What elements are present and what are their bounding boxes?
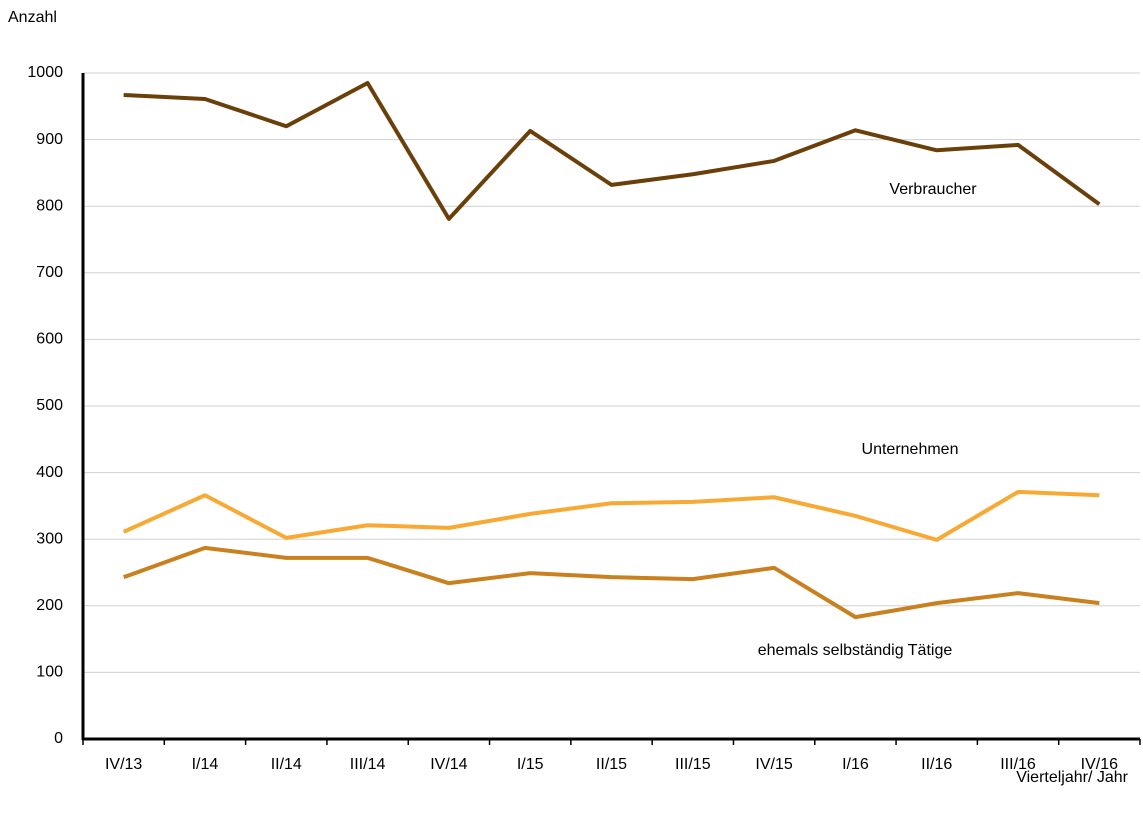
y-tick-label: 400 [36, 464, 63, 481]
series-line [122, 489, 1100, 542]
y-tick-label: 800 [36, 197, 63, 214]
x-tick-label: II/14 [271, 756, 302, 773]
x-tick-label: III/14 [350, 756, 386, 773]
x-tick-label: I/16 [842, 756, 869, 773]
series-label: Verbraucher [889, 181, 977, 198]
series-line [123, 80, 1101, 221]
x-tick-label: II/16 [921, 756, 952, 773]
y-tick-label: 200 [36, 597, 63, 614]
y-tick-label: 600 [36, 331, 63, 348]
y-axis-label: Anzahl [8, 9, 57, 26]
y-tick-label: 500 [36, 397, 63, 414]
y-tick-label: 0 [54, 730, 63, 747]
x-tick-label: IV/15 [755, 756, 792, 773]
y-tick-label: 300 [36, 530, 63, 547]
series-line [122, 545, 1100, 620]
x-tick-label: IV/14 [430, 756, 467, 773]
x-tick-label: IV/13 [105, 756, 142, 773]
series-label: Unternehmen [862, 441, 959, 458]
y-tick-label: 900 [36, 131, 63, 148]
y-tick-label: 1000 [27, 64, 63, 81]
x-tick-label: I/14 [192, 756, 219, 773]
y-tick-label: 100 [36, 664, 63, 681]
x-tick-label: I/15 [517, 756, 544, 773]
x-axis-label: Vierteljahr/ Jahr [1016, 769, 1128, 786]
y-tick-label: 700 [36, 264, 63, 281]
series-label: ehemals selbständig Tätige [758, 642, 953, 659]
x-tick-label: IV/16 [1081, 756, 1118, 773]
x-tick-label: III/15 [675, 756, 711, 773]
x-tick-label: II/15 [596, 756, 627, 773]
x-tick-label: III/16 [1000, 756, 1036, 773]
